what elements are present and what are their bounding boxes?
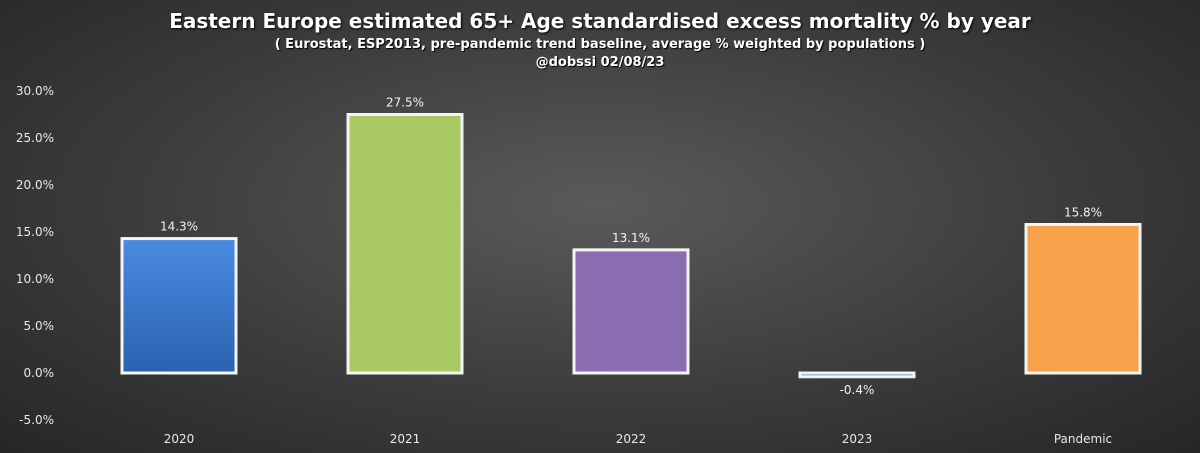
bars: 14.3% 27.5% 13.1% -0.4% 15.8%: [120, 96, 1142, 397]
data-label: -0.4%: [840, 383, 875, 397]
x-tick-label: 2023: [842, 432, 873, 446]
y-tick-label: 25.0%: [16, 131, 54, 145]
y-tick-label: 0.0%: [24, 366, 55, 380]
chart-credit: @dobssi 02/08/23: [535, 55, 665, 70]
chart-subtitle: ( Eurostat, ESP2013, pre-pandemic trend …: [274, 37, 926, 52]
data-label: 15.8%: [1064, 205, 1102, 219]
x-axis: 2020 2021 2022 2023 Pandemic: [164, 432, 1112, 446]
bar-2022: [572, 248, 690, 375]
x-tick-label: 2022: [616, 432, 647, 446]
y-tick-label: -5.0%: [19, 413, 54, 427]
bar-2020: [120, 237, 238, 375]
bar-pandemic: [1024, 222, 1142, 375]
x-tick-label: Pandemic: [1054, 432, 1112, 446]
y-tick-label: 20.0%: [16, 178, 54, 192]
chart-title: Eastern Europe estimated 65+ Age standar…: [169, 9, 1031, 33]
y-tick-label: 15.0%: [16, 225, 54, 239]
x-tick-label: 2020: [164, 432, 195, 446]
y-axis: 30.0% 25.0% 20.0% 15.0% 10.0% 5.0% 0.0% -5.0%: [16, 84, 54, 427]
data-label: 14.3%: [160, 220, 198, 234]
y-tick-label: 5.0%: [24, 319, 55, 333]
data-label: 13.1%: [612, 231, 650, 245]
bar-2023: [798, 371, 916, 379]
y-tick-label: 30.0%: [16, 84, 54, 98]
y-tick-label: 10.0%: [16, 272, 54, 286]
x-tick-label: 2021: [390, 432, 421, 446]
data-label: 27.5%: [386, 96, 424, 110]
bar-2021: [346, 113, 464, 375]
